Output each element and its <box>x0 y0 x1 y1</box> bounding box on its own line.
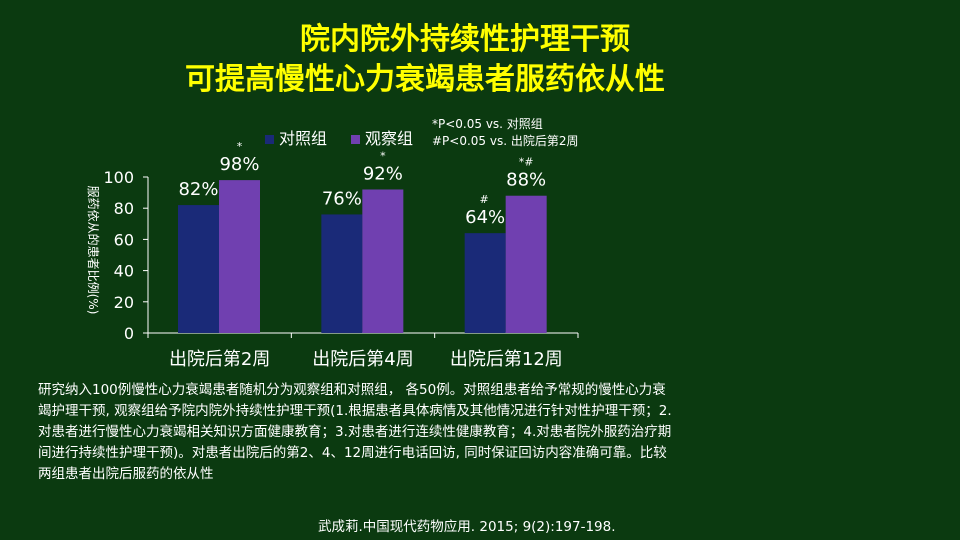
bar-observe <box>219 180 260 333</box>
y-tick-label: 0 <box>124 324 134 343</box>
data-label: 92% <box>363 163 403 184</box>
data-label: 64% <box>465 207 505 228</box>
y-tick-label: 20 <box>114 293 134 312</box>
data-label: 82% <box>178 179 218 200</box>
citation: 武成莉.中国现代药物应用. 2015; 9(2):197-198. <box>318 519 616 535</box>
legend-swatch <box>265 135 274 144</box>
data-label: 88% <box>506 170 546 191</box>
bar-control <box>464 233 506 333</box>
y-tick-label: 60 <box>114 230 134 249</box>
x-tick-label: 出院后第2周 <box>169 349 270 370</box>
note-vs-control: *P<0.05 vs. 对照组 <box>432 117 543 131</box>
significance-mark: # <box>480 193 489 206</box>
significance-mark: *# <box>519 156 534 169</box>
legend-label: 观察组 <box>365 129 413 148</box>
significance-mark: * <box>380 149 386 162</box>
x-tick-label: 出院后第12周 <box>450 349 563 370</box>
significance-mark: * <box>237 140 243 153</box>
title-line-2: 可提高慢性心力衰竭患者服药依从性 <box>185 62 665 97</box>
y-tick-label: 100 <box>103 168 134 187</box>
slide-title: 院内院外持续性护理干预 可提高慢性心力衰竭患者服药依从性 <box>0 20 960 100</box>
data-label: 76% <box>322 188 362 209</box>
x-tick-label: 出院后第4周 <box>312 349 413 370</box>
y-axis-title: 服药依从的患者比例(%) <box>86 186 101 315</box>
data-label: 98% <box>219 154 259 175</box>
significance-notes: *P<0.05 vs. 对照组 #P<0.05 vs. 出院后第2周 <box>432 116 579 150</box>
bar-observe <box>362 189 404 333</box>
legend-label: 对照组 <box>279 129 327 148</box>
y-tick-label: 80 <box>114 199 134 218</box>
legend-swatch <box>351 135 360 144</box>
bar-control <box>178 205 219 333</box>
note-vs-week2: #P<0.05 vs. 出院后第2周 <box>432 134 579 148</box>
title-line-1: 院内院外持续性护理干预 <box>300 22 630 57</box>
y-tick-label: 40 <box>114 262 134 281</box>
study-description: 研究纳入100例慢性心力衰竭患者随机分为观察组和对照组， 各50例。对照组患者给… <box>38 382 672 482</box>
bar-observe <box>505 195 547 333</box>
bar-control <box>321 214 363 333</box>
